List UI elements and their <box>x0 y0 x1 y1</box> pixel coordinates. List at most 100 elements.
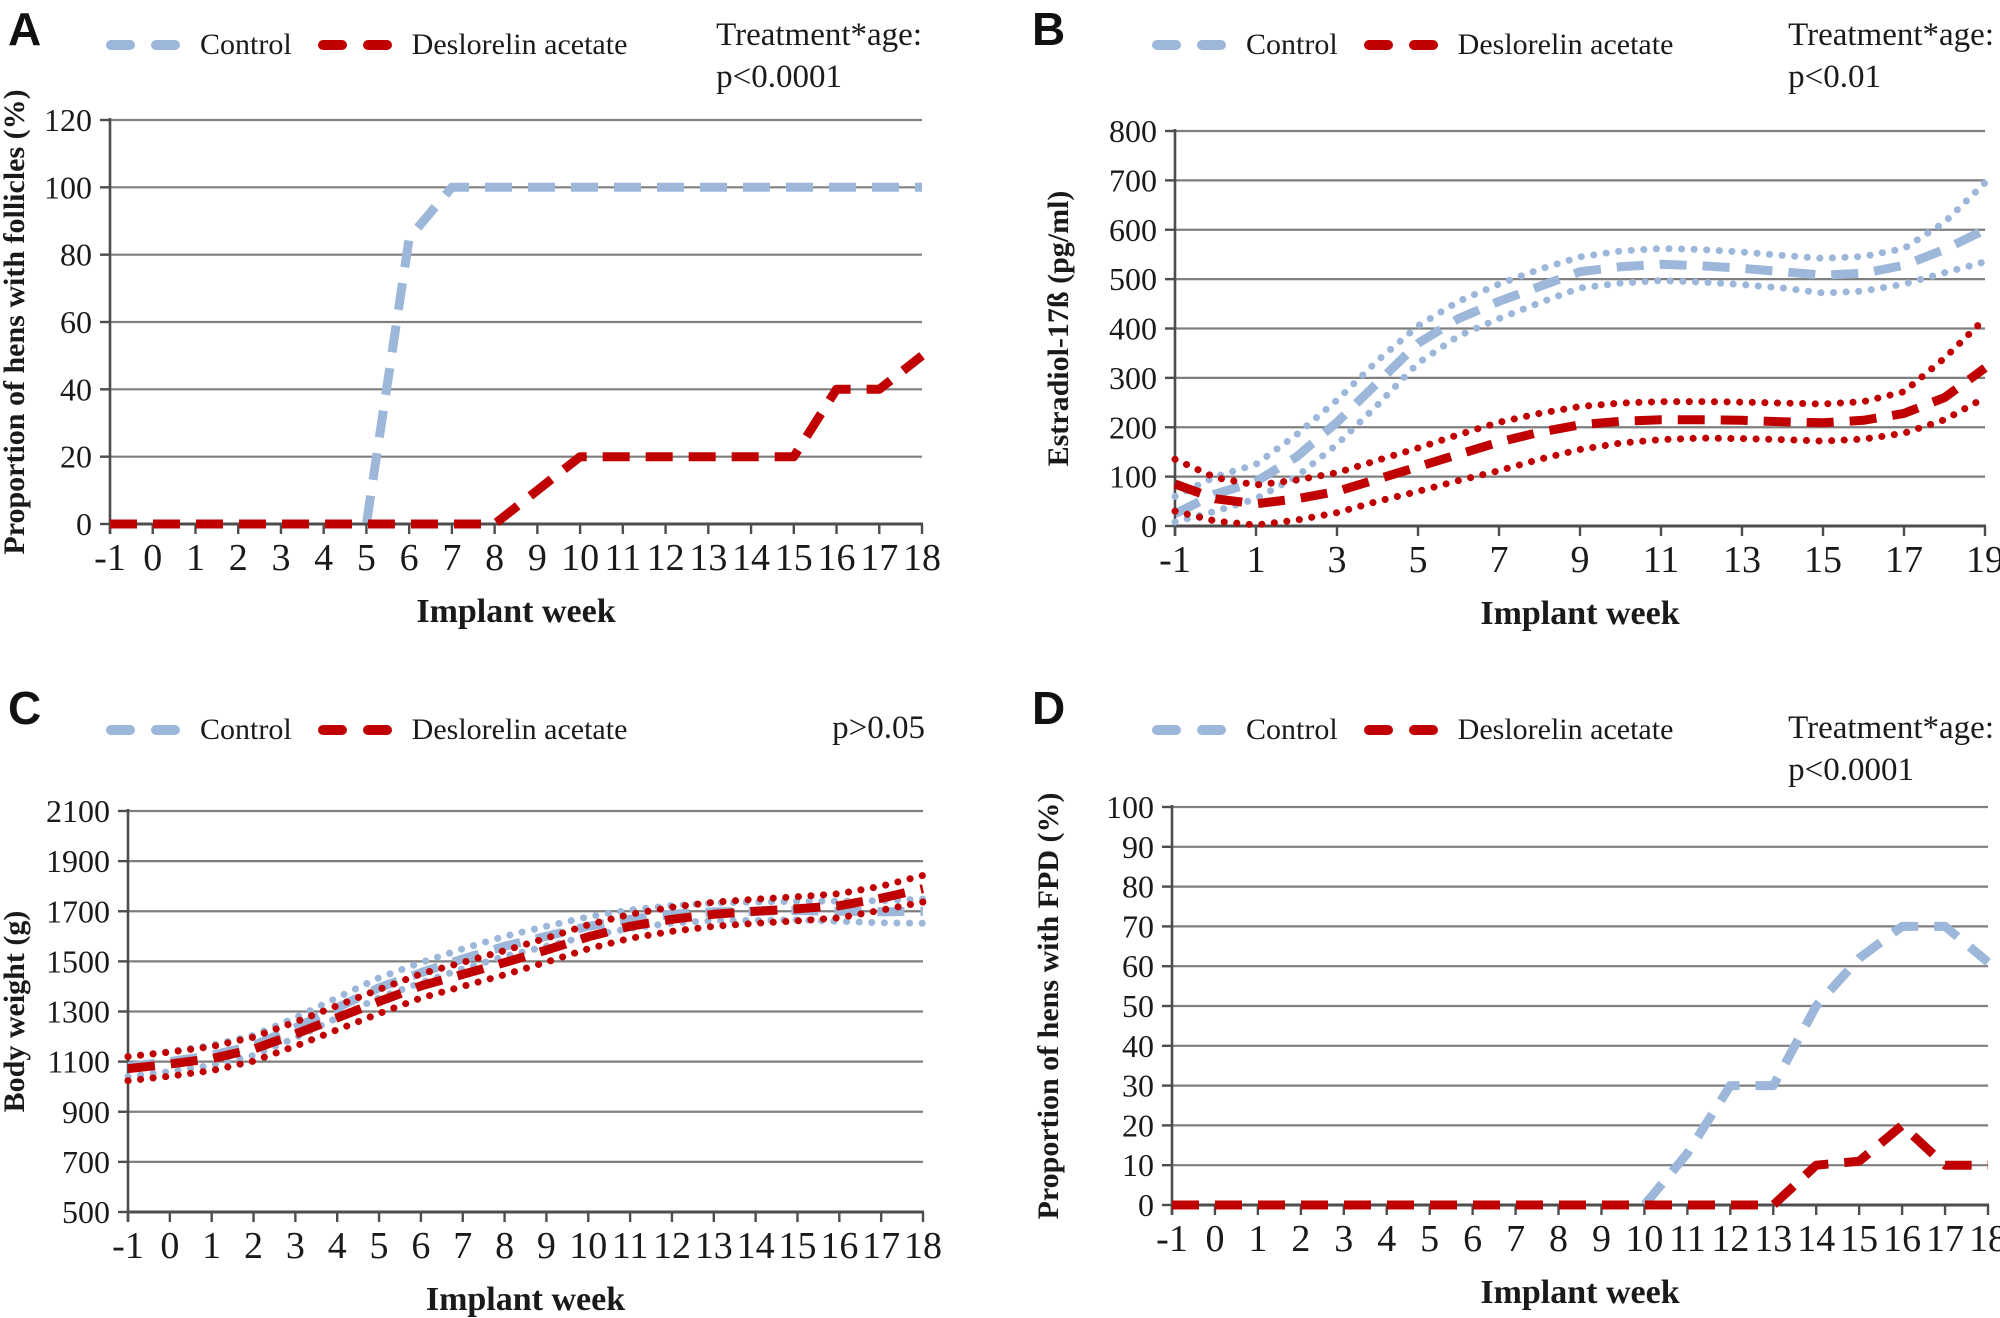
y-tick-label: 20 <box>60 439 92 475</box>
y-tick-label: 80 <box>60 237 92 273</box>
y-tick-label: 700 <box>1109 162 1157 198</box>
y-tick-label: 900 <box>62 1094 110 1130</box>
panel-a: A Control Deslorelin acetate Treatment*a… <box>0 0 1000 659</box>
y-tick-label: 0 <box>76 506 92 542</box>
y-tick-label: 40 <box>60 371 92 407</box>
legend-panel-b: Control Deslorelin acetate <box>1152 28 1673 62</box>
y-tick-label: 30 <box>1122 1068 1154 1104</box>
x-tick-label: 8 <box>485 537 504 579</box>
y-tick-label: 1300 <box>46 994 110 1030</box>
x-tick-label: 9 <box>537 1225 556 1267</box>
y-tick-label: 1100 <box>47 1044 110 1080</box>
x-tick-label: 15 <box>1804 539 1842 581</box>
x-tick-label: 2 <box>229 537 248 579</box>
x-tick-label: 15 <box>778 1225 816 1267</box>
panel-label-c: C <box>8 682 42 734</box>
x-tick-label: 11 <box>605 537 642 579</box>
y-tick-label: 200 <box>1109 409 1157 445</box>
x-tick-label: 0 <box>160 1225 179 1267</box>
y-tick-label: 60 <box>1122 948 1154 984</box>
legend-label-control: Control <box>200 28 292 61</box>
legend-label-treatment: Deslorelin acetate <box>1457 713 1674 746</box>
legend-label-treatment: Deslorelin acetate <box>1457 28 1674 61</box>
x-tick-label: 18 <box>1969 1218 2000 1260</box>
y-axis-title: Proportion of hens with follicles (%) <box>0 89 31 554</box>
legend-dash-treatment-icon <box>1363 40 1440 50</box>
series-deslorelin-acetate-upper-ci-line <box>124 871 927 1061</box>
y-tick-label: 70 <box>1122 908 1154 944</box>
series-control-line <box>110 182 922 529</box>
x-axis-title: Implant week <box>1480 595 1679 632</box>
x-tick-label: 19 <box>1966 539 2000 581</box>
y-tick-label: 100 <box>44 169 92 205</box>
series-deslorelin-acetate-lower-ci-line <box>124 898 927 1085</box>
series-deslorelin-acetate-upper-ci-line <box>1171 315 1989 489</box>
series-control-line <box>1172 921 1991 1210</box>
y-tick-label: 90 <box>1122 829 1154 865</box>
legend-panel-c: Control Deslorelin acetate <box>106 713 627 747</box>
y-tick-label: 40 <box>1122 1028 1154 1064</box>
x-tick-label: 14 <box>1797 1218 1835 1260</box>
x-tick-label: 5 <box>1409 539 1428 581</box>
y-tick-label: 1700 <box>46 893 110 929</box>
series-control-line <box>127 906 924 1072</box>
legend-item-treatment: Deslorelin acetate <box>317 713 627 747</box>
x-tick-label: 9 <box>528 537 547 579</box>
x-tick-label: 10 <box>569 1225 607 1267</box>
x-tick-label: 13 <box>1723 539 1761 581</box>
x-tick-label: -1 <box>1156 1218 1188 1260</box>
y-tick-label: 10 <box>1122 1147 1154 1183</box>
legend-dash-treatment-icon <box>1363 725 1440 735</box>
y-tick-label: 700 <box>62 1144 110 1180</box>
series-control-lower-ci-line <box>1171 258 1989 526</box>
x-tick-label: 16 <box>820 1225 858 1267</box>
legend-label-control: Control <box>200 713 292 746</box>
y-tick-label: 0 <box>1141 508 1157 544</box>
y-tick-label: 600 <box>1109 212 1157 248</box>
y-tick-label: 100 <box>1109 459 1157 495</box>
x-tick-label: 7 <box>1506 1218 1525 1260</box>
y-tick-label: 50 <box>1122 988 1154 1024</box>
x-tick-label: 7 <box>1490 539 1509 581</box>
y-tick-label: 120 <box>44 102 92 138</box>
x-tick-label: 6 <box>1463 1218 1482 1260</box>
panel-label-b: B <box>1032 3 1066 55</box>
legend-label-control: Control <box>1246 713 1338 746</box>
x-tick-label: 18 <box>904 1225 942 1267</box>
x-tick-label: 6 <box>411 1225 430 1267</box>
series-deslorelin-acetate-line <box>1173 364 1988 509</box>
x-tick-label: 2 <box>244 1225 263 1267</box>
annotation-pvalue-c: p>0.05 <box>832 707 925 749</box>
x-tick-label: 12 <box>647 537 685 579</box>
legend-dash-control-icon <box>106 40 182 50</box>
x-tick-label: 15 <box>775 537 813 579</box>
x-tick-label: 8 <box>495 1225 514 1267</box>
y-axis-title: Proportion of hens with FPD (%) <box>1032 793 1065 1220</box>
legend-dash-treatment-icon <box>317 40 394 50</box>
annotation-pvalue-d: Treatment*age: p<0.0001 <box>1788 707 1994 791</box>
legend-label-treatment: Deslorelin acetate <box>411 28 628 61</box>
series-control-line <box>1173 225 1987 518</box>
series-control-upper-ci-line <box>1171 179 1989 500</box>
x-tick-label: 9 <box>1571 539 1590 581</box>
y-tick-label: 1500 <box>46 943 110 979</box>
x-tick-label: 8 <box>1549 1218 1568 1260</box>
y-tick-label: 400 <box>1109 311 1157 347</box>
annotation-line: p<0.0001 <box>716 59 842 96</box>
x-tick-label: 5 <box>370 1225 389 1267</box>
x-tick-label: 7 <box>453 1225 472 1267</box>
x-tick-label: 4 <box>314 537 333 579</box>
x-tick-label: 10 <box>561 537 599 579</box>
legend-dash-control-icon <box>1152 40 1228 50</box>
x-tick-label: 14 <box>732 537 770 579</box>
y-tick-label: 500 <box>1109 261 1157 297</box>
x-tick-label: 17 <box>1926 1218 1964 1260</box>
y-tick-label: 2100 <box>46 793 110 829</box>
x-tick-label: 15 <box>1840 1218 1878 1260</box>
x-tick-label: 1 <box>1247 539 1266 581</box>
legend-item-treatment: Deslorelin acetate <box>317 28 628 62</box>
